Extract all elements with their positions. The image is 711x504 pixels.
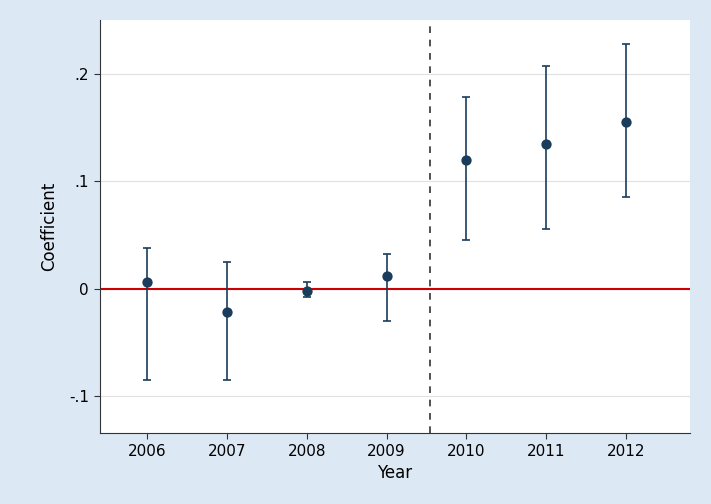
Point [381,272,392,280]
X-axis label: Year: Year [377,464,412,482]
Point [461,156,472,164]
Y-axis label: Coefficient: Coefficient [40,182,58,272]
Point [141,278,153,286]
Point [221,308,232,316]
Point [540,140,552,148]
Point [620,118,631,126]
Point [301,287,313,295]
